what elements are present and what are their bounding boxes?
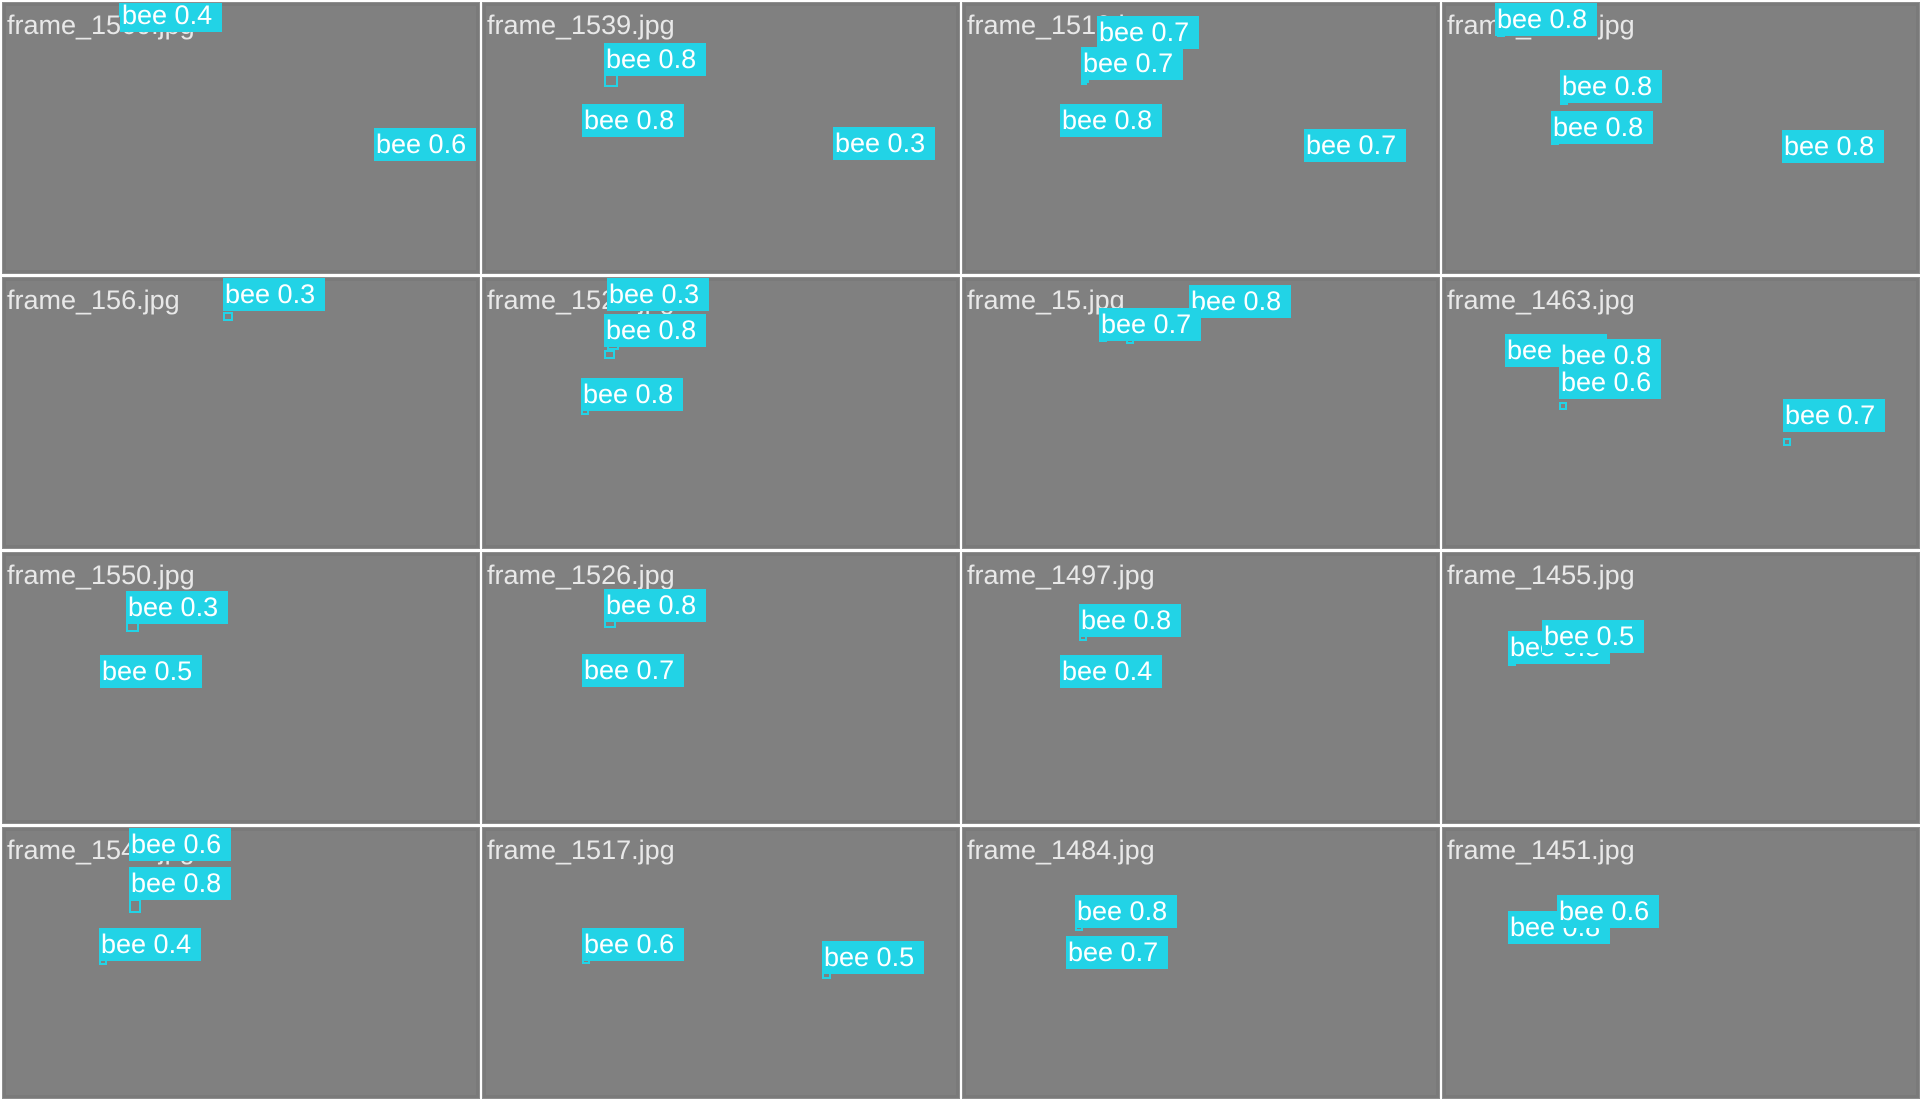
frame-filename: frame_1451.jpg (1447, 835, 1635, 865)
detection-label: bee 0.6 (1559, 366, 1661, 399)
detection-label: bee 0.7 (1081, 47, 1183, 80)
tile-border (483, 278, 959, 548)
detection-label: bee 0.7 (582, 654, 684, 687)
detection-tile: frame_1510.jpg bee 0.7 bee 0.7 bee 0.8 bee 0… (962, 2, 1440, 274)
tile-border (1443, 553, 1919, 823)
tile-border (3, 828, 479, 1098)
detection-label: bee 0.7 (1097, 16, 1199, 49)
detection-tile: frame_1560.jpg bee 0.4 bee 0.6 (2, 2, 480, 274)
detection-label: bee 0.4 (120, 3, 222, 32)
detection-label: bee 0.6 (374, 128, 476, 161)
frame-filename: frame_1463.jpg (1447, 285, 1635, 315)
detection-box (1559, 402, 1567, 410)
frame-filename: frame_1550.jpg (7, 560, 195, 590)
detection-box (1783, 438, 1791, 446)
detection-tile: frame_1526.jpg bee 0.8 bee 0.7 (482, 552, 960, 824)
detection-label: bee 0.7 (1304, 129, 1406, 162)
detection-label: bee 0.8 (582, 104, 684, 137)
detection-label: bee 0.3 (126, 591, 228, 624)
detection-label: bee 0.8 (581, 378, 683, 411)
detection-label: bee 0.8 (129, 867, 231, 900)
detection-label: bee 0.4 (1060, 655, 1162, 688)
detection-tile: frame_1463.jpg bee 0.8 bee 0.8 bee 0.6 bee 0… (1442, 277, 1920, 549)
detection-box (129, 899, 141, 913)
detection-label: bee 0.8 (604, 314, 706, 347)
tile-border (963, 553, 1439, 823)
detection-label: bee 0.3 (607, 278, 709, 311)
detection-label: bee 0.8 (1189, 285, 1291, 318)
frame-filename: frame_1484.jpg (967, 835, 1155, 865)
detection-tile: frame_156.jpg bee 0.3 (2, 277, 480, 549)
detection-label: bee 0.8 (604, 43, 706, 76)
detection-label: bee 0.5 (100, 655, 202, 688)
detection-tile: frame_1550.jpg bee 0.3 bee 0.5 (2, 552, 480, 824)
frame-filename: frame_1526.jpg (487, 560, 675, 590)
frame-filename: frame_1455.jpg (1447, 560, 1635, 590)
detection-box (604, 350, 615, 359)
detection-label: bee 0.6 (582, 928, 684, 961)
detection-label: bee 0.6 (1557, 895, 1659, 928)
detection-label: bee 0.8 (1495, 3, 1597, 36)
detection-label: bee 0.8 (1551, 111, 1653, 144)
tile-border (1443, 828, 1919, 1098)
detection-label: bee 0.7 (1066, 936, 1168, 969)
detection-label: bee 0.8 (604, 589, 706, 622)
detection-label: bee 0.4 (99, 928, 201, 961)
detection-tile: frame_15.jpg bee 0.8 bee 0.7 (962, 277, 1440, 549)
frame-filename: frame_15.jpg (967, 285, 1125, 315)
detection-tile: frame_1451.jpg bee 0.8 bee 0.6 (1442, 827, 1920, 1099)
frame-filename: frame_1497.jpg (967, 560, 1155, 590)
tile-border (3, 553, 479, 823)
detection-label: bee 0.8 (1782, 130, 1884, 163)
frame-filename: frame_1517.jpg (487, 835, 675, 865)
detection-label: bee 0.5 (1542, 620, 1644, 653)
detection-label: bee 0.8 (1079, 604, 1181, 637)
frame-filename: frame_1539.jpg (487, 10, 675, 40)
tile-border (483, 553, 959, 823)
detection-label: bee 0.8 (1075, 895, 1177, 928)
detection-label: bee 0.6 (129, 828, 231, 861)
tile-border (963, 828, 1439, 1098)
tile-border (963, 278, 1439, 548)
detection-label: bee 0.3 (833, 127, 935, 160)
frame-filename: frame_156.jpg (7, 285, 180, 315)
detection-label: bee 0.5 (822, 941, 924, 974)
detection-label: bee 0.7 (1099, 308, 1201, 341)
tile-border (3, 278, 479, 548)
detection-label: bee 0.7 (1783, 399, 1885, 432)
detection-label: bee 0.8 (1060, 104, 1162, 137)
detection-tile: frame_1543.jpg bee 0.6 bee 0.8 bee 0.4 (2, 827, 480, 1099)
detection-box (1081, 79, 1087, 85)
detection-tile: frame_1539.jpg bee 0.8 bee 0.8 bee 0.3 (482, 2, 960, 274)
detection-label: bee 0.8 (1560, 70, 1662, 103)
detection-label: bee 0.3 (223, 278, 325, 311)
detection-box (223, 312, 233, 321)
detection-tile: frame_1529.jpg bee 0.3 bee 0.8 bee 0.8 (482, 277, 960, 549)
